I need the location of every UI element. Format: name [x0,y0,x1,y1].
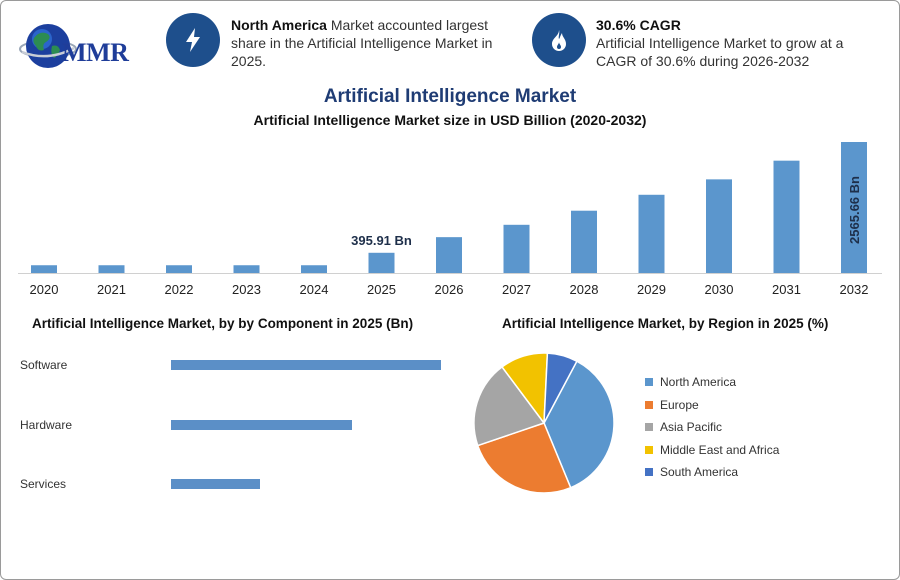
stat-cagr: 30.6% CAGR Artificial Intelligence Marke… [596,16,866,70]
legend-label: North America [660,375,737,390]
data-label-2025: 395.91 Bn [351,233,412,248]
x-tick-label: 2031 [772,282,801,297]
bar-2022 [166,265,192,273]
bar-2024 [301,265,327,273]
legend-item: Europe [645,394,779,417]
bar-2023 [233,265,260,273]
legend-swatch [645,468,653,477]
component-bar-software [171,360,441,370]
component-bar-services [171,479,261,489]
x-tick-label: 2020 [30,282,59,297]
stat-north-america-text: Market accounted largest share in the Ar… [231,17,493,69]
region-pie-chart [473,352,615,494]
region-chart-title: Artificial Intelligence Market, by Regio… [502,316,829,331]
x-tick-label: 2022 [165,282,194,297]
legend-item: Middle East and Africa [645,439,779,462]
legend-swatch [645,423,653,432]
main-title: Artificial Intelligence Market [323,86,577,107]
bar-2031 [773,160,800,273]
component-chart-title: Artificial Intelligence Market, by by Co… [32,316,414,331]
x-tick-label: 2028 [570,282,599,297]
bar-2028 [571,210,597,273]
x-tick-label: 2023 [232,282,261,297]
x-tick-label: 2021 [97,282,126,297]
x-tick-label: 2024 [300,282,329,297]
component-label-hardware: Hardware [20,417,73,432]
x-tick-label: 2030 [705,282,734,297]
stat-cagr-text: Artificial Intelligence Market to grow a… [596,35,844,69]
component-bar-hardware [171,419,352,430]
x-tick-label: 2026 [435,282,464,297]
data-label-2032: 2565.66 Bn [847,176,862,244]
bar-2025 [368,252,395,273]
x-tick-label: 2027 [502,282,531,297]
bar-2030 [706,179,732,273]
legend-label: Middle East and Africa [660,442,780,457]
bar-2029 [638,194,665,273]
pie-slice-asia-pacific [473,365,546,447]
legend-label: Asia Pacific [660,420,723,435]
bar-2027 [503,224,530,273]
mmr-logo [18,16,138,78]
bar-2020 [31,265,57,273]
region-legend: North America Europe Asia Pacific Middle Ea… [645,371,779,484]
logo-text: MMR [62,38,129,67]
stat-cagr-bold: 30.6% CAGR [596,17,681,33]
stat-north-america: North America Market accounted largest s… [231,16,501,70]
chart-subtitle: Artificial Intelligence Market size in U… [253,112,647,128]
legend-swatch [645,378,653,387]
x-tick-label: 2032 [840,282,869,297]
legend-item: South America [645,461,779,484]
x-tick-label: 2029 [637,282,666,297]
legend-label: Europe [660,397,699,412]
bar-2026 [436,237,462,273]
growth-icon [532,13,586,67]
lightning-icon [166,13,220,67]
bar-2021 [98,265,125,273]
legend-item: North America [645,371,779,394]
market-size-bar-chart: 2020 2021 2022 2023 2024 2025 395.91 Bn 2026 202… [18,142,882,297]
x-tick-label: 2025 [367,282,396,297]
bar-2032 [841,142,867,273]
legend-swatch [645,445,653,454]
legend-swatch [645,400,653,409]
globe-icon [19,24,77,68]
component-label-software: Software [20,358,68,372]
legend-item: Asia Pacific [645,416,779,439]
pie-slice-europe [476,422,572,494]
legend-label: South America [660,465,739,480]
pie-slice-north-america [543,360,615,489]
stat-north-america-bold: North America [231,17,327,33]
component-label-services: Services [20,477,67,491]
pie-slice-south-america [543,352,578,424]
